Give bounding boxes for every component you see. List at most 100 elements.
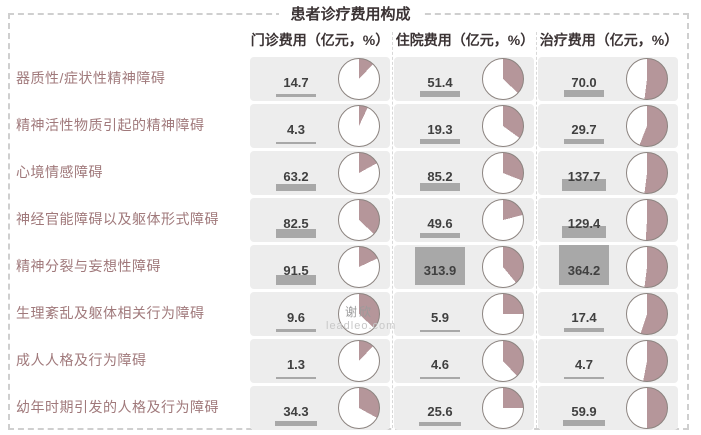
- cell-value: 34.3: [283, 403, 309, 419]
- value-bar: [559, 244, 609, 285]
- value-block: 19.3: [404, 104, 476, 148]
- value-bar: [276, 376, 316, 379]
- pie-chart: [626, 198, 668, 241]
- value-block: 9.6: [260, 292, 332, 336]
- table-row: 器质性/症状性精神障碍 14.7 51.4 70.0: [10, 55, 690, 102]
- cell-value: 129.4: [567, 215, 601, 231]
- value-bar: [562, 178, 606, 191]
- column-header-outpatient: 门诊费用（亿元，%）: [250, 32, 390, 48]
- value-bar: [420, 90, 460, 97]
- value-block: 1.3: [260, 339, 332, 383]
- pie-chart: [482, 339, 524, 382]
- cell-value: 17.4: [571, 309, 597, 325]
- value-bar: [275, 420, 317, 426]
- cell-value: 364.2: [567, 262, 601, 278]
- cell: 313.9: [394, 244, 534, 289]
- pie-chart: [626, 245, 668, 288]
- pie-chart: [626, 339, 668, 382]
- cell-value: 4.7: [574, 356, 594, 372]
- table-row: 心境情感障碍 63.2 85.2 137.7: [10, 149, 690, 196]
- cell-value: 82.5: [283, 215, 309, 231]
- value-bar: [420, 182, 460, 191]
- cell-value: 5.9: [430, 309, 450, 325]
- cell-value: 85.2: [427, 168, 453, 184]
- column-divider: [536, 32, 537, 428]
- cell: 59.9: [538, 385, 678, 430]
- value-bar: [419, 421, 461, 426]
- value-block: 4.3: [260, 104, 332, 148]
- value-bar: [420, 138, 460, 144]
- pie-chart: [338, 151, 380, 194]
- value-bar: [420, 329, 460, 332]
- cell: 137.7: [538, 150, 678, 195]
- column-headers: 门诊费用（亿元，%） 住院费用（亿元，%） 治疗费用（亿元，%）: [0, 30, 701, 52]
- value-bar: [562, 225, 606, 238]
- row-label: 心境情感障碍: [16, 163, 103, 180]
- rows: 器质性/症状性精神障碍 14.7 51.4 70.0 精神活性物质引起的精神障碍: [10, 55, 690, 431]
- pie-chart: [338, 386, 380, 429]
- value-block: 364.2: [548, 244, 620, 289]
- cell-value: 4.6: [430, 356, 450, 372]
- row-label: 精神活性物质引起的精神障碍: [16, 116, 205, 133]
- cell-value: 4.3: [286, 121, 306, 137]
- table-row: 成人人格及行为障碍 1.3 4.6 4.7: [10, 337, 690, 384]
- pie-chart: [338, 104, 380, 147]
- value-block: 14.7: [260, 57, 332, 101]
- cell: 4.3: [250, 103, 390, 148]
- value-bar: [563, 419, 605, 426]
- table-row: 幼年时期引发的人格及行为障碍 34.3 25.6 59.9: [10, 384, 690, 431]
- cell: 25.6: [394, 385, 534, 430]
- value-block: 85.2: [404, 151, 476, 195]
- value-block: 51.4: [404, 57, 476, 101]
- pie-chart: [338, 198, 380, 241]
- value-bar: [276, 274, 316, 285]
- value-block: 4.6: [404, 339, 476, 383]
- value-bar: [420, 376, 460, 379]
- cell: 29.7: [538, 103, 678, 148]
- watermark-site: leadleo.com: [326, 320, 397, 332]
- cell-value: 313.9: [423, 262, 457, 278]
- cell-value: 49.6: [427, 215, 453, 231]
- value-bar: [276, 141, 316, 144]
- cell: 91.5: [250, 244, 390, 289]
- pie-chart: [338, 292, 380, 335]
- cell: 364.2: [538, 244, 678, 289]
- table-row: 生理紊乱及躯体相关行为障碍 9.6 5.9 17.4: [10, 290, 690, 337]
- pie-chart: [626, 57, 668, 100]
- value-bar: [415, 246, 465, 285]
- pie-chart: [626, 386, 668, 429]
- value-bar: [420, 232, 460, 238]
- cell-value: 14.7: [283, 74, 309, 90]
- column-divider: [392, 32, 393, 428]
- value-block: 137.7: [548, 151, 620, 195]
- cell-value: 29.7: [571, 121, 597, 137]
- pie-chart: [482, 198, 524, 241]
- pie-chart: [338, 57, 380, 100]
- pie-chart: [338, 245, 380, 288]
- cell-value: 70.0: [571, 74, 597, 90]
- value-block: 129.4: [548, 198, 620, 242]
- value-block: 5.9: [404, 292, 476, 336]
- value-bar: [276, 228, 316, 238]
- row-label: 成人人格及行为障碍: [16, 351, 147, 368]
- value-block: 63.2: [260, 151, 332, 195]
- cell: 129.4: [538, 197, 678, 242]
- cell: 14.7: [250, 56, 390, 101]
- value-block: 313.9: [404, 245, 476, 289]
- watermark-name: 谢欣: [345, 305, 374, 319]
- pie-chart: [482, 292, 524, 335]
- value-block: 59.9: [548, 386, 620, 430]
- cell-value: 19.3: [427, 121, 453, 137]
- row-label: 神经官能障碍以及躯体形式障碍: [16, 210, 219, 227]
- column-header-treatment: 治疗费用（亿元，%）: [539, 32, 679, 48]
- cell: 63.2: [250, 150, 390, 195]
- value-bar: [276, 93, 316, 97]
- table-row: 神经官能障碍以及躯体形式障碍 82.5 49.6 129.4: [10, 196, 690, 243]
- cell-value: 25.6: [427, 403, 453, 419]
- cell: 49.6: [394, 197, 534, 242]
- row-label: 精神分裂与妄想性障碍: [16, 257, 161, 274]
- cell-value: 1.3: [286, 356, 306, 372]
- pie-chart: [482, 151, 524, 194]
- value-block: 4.7: [548, 339, 620, 383]
